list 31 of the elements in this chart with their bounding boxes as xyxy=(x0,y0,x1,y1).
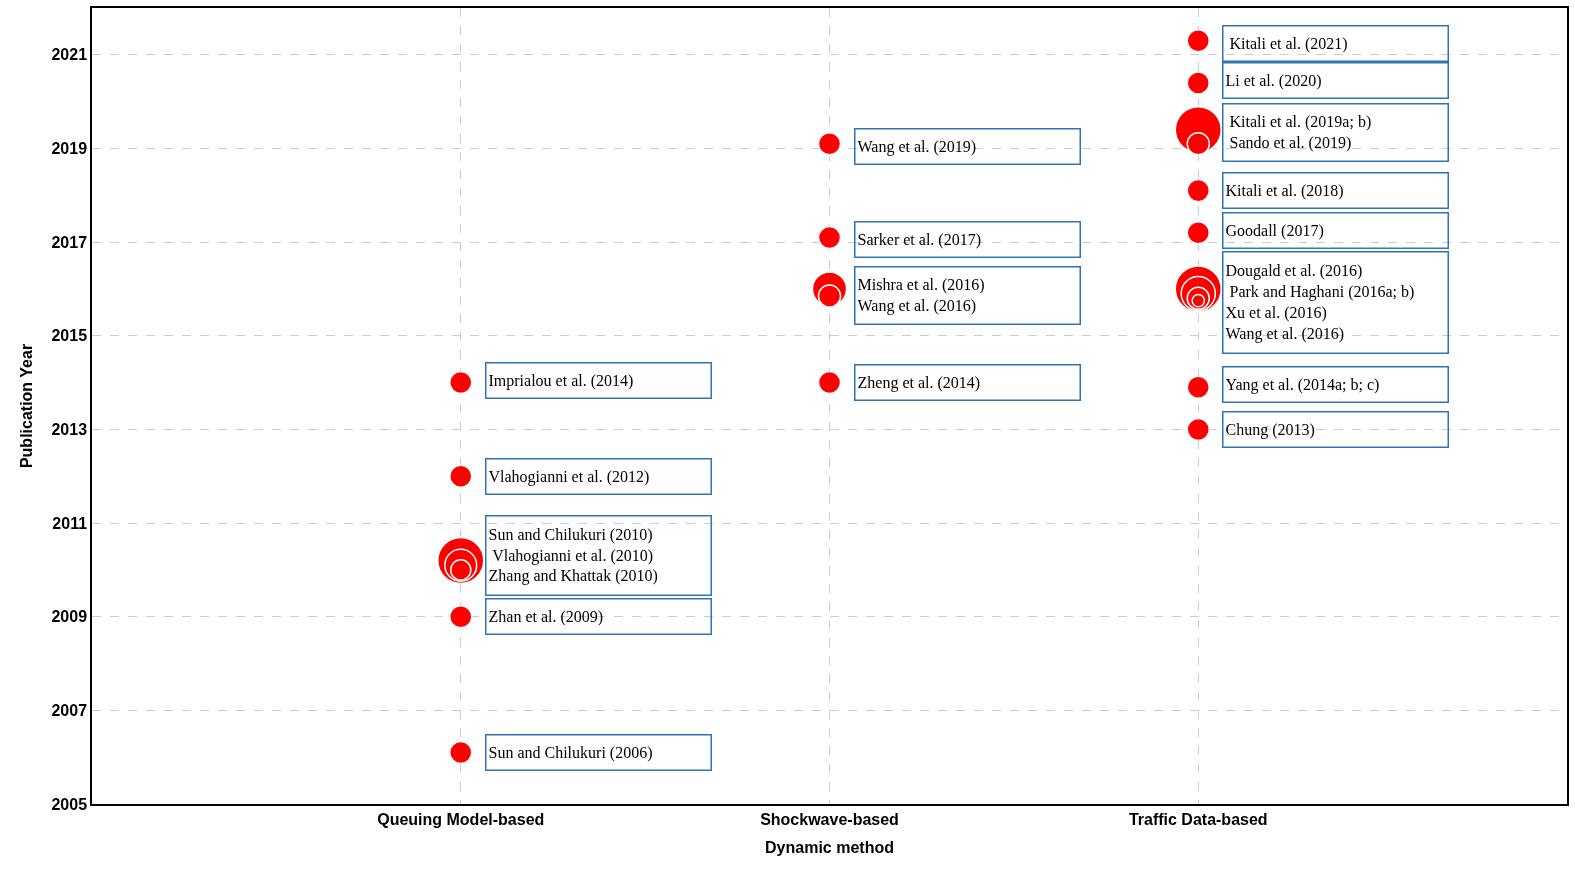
annotation: Dougald et al. (2016) Park and Haghani (2016a; b) Xu et al. (2016) Wang et al. (2016) xyxy=(1225,262,1415,343)
x-tick-label: Queuing Model-based xyxy=(377,810,545,828)
y-tick-label: 2013 xyxy=(51,421,88,439)
annotation: Yang et al. (2014a; b; c) xyxy=(1225,375,1380,394)
annotation: Goodall (2017) xyxy=(1225,221,1324,240)
x-tick-label: Traffic Data-based xyxy=(1128,810,1268,828)
y-tick-label: 2005 xyxy=(51,795,88,813)
annotation: Zheng et al. (2014) xyxy=(857,373,981,392)
annotation: Mishra et al. (2016) Wang et al. (2016) xyxy=(857,276,985,315)
x-axis-title: Dynamic method xyxy=(765,839,894,857)
y-axis-title: Publication Year xyxy=(17,343,35,469)
y-tick-label: 2009 xyxy=(51,608,88,626)
annotation: Li et al. (2020) xyxy=(1225,71,1322,90)
annotation: Kitali et al. (2018) xyxy=(1225,181,1344,200)
y-tick-label: 2021 xyxy=(51,46,88,64)
annotation: Sun and Chilukuri (2010) Vlahogianni et al. (2010) Zhang and Khattak (2010) xyxy=(488,525,658,586)
y-tick-label: 2015 xyxy=(51,327,88,345)
y-tick-label: 2019 xyxy=(51,140,88,158)
y-tick-label: 2007 xyxy=(51,701,88,719)
annotation: Zhan et al. (2009) xyxy=(488,607,604,626)
y-tick-label: 2017 xyxy=(51,233,88,251)
y-tick-label: 2011 xyxy=(52,514,88,532)
annotation: Sarker et al. (2017) xyxy=(857,230,982,249)
annotation: Chung (2013) xyxy=(1225,420,1315,439)
annotation: Kitali et al. (2021) xyxy=(1225,34,1348,53)
x-tick-label: Shockwave-based xyxy=(760,810,899,828)
annotation: Kitali et al. (2019a; b) Sando et al. (2019) xyxy=(1225,113,1372,152)
annotation: Sun and Chilukuri (2006) xyxy=(488,743,653,762)
annotation: Vlahogianni et al. (2012) xyxy=(488,467,650,486)
annotation: Wang et al. (2019) xyxy=(857,137,977,156)
annotation: Imprialou et al. (2014) xyxy=(488,371,634,390)
